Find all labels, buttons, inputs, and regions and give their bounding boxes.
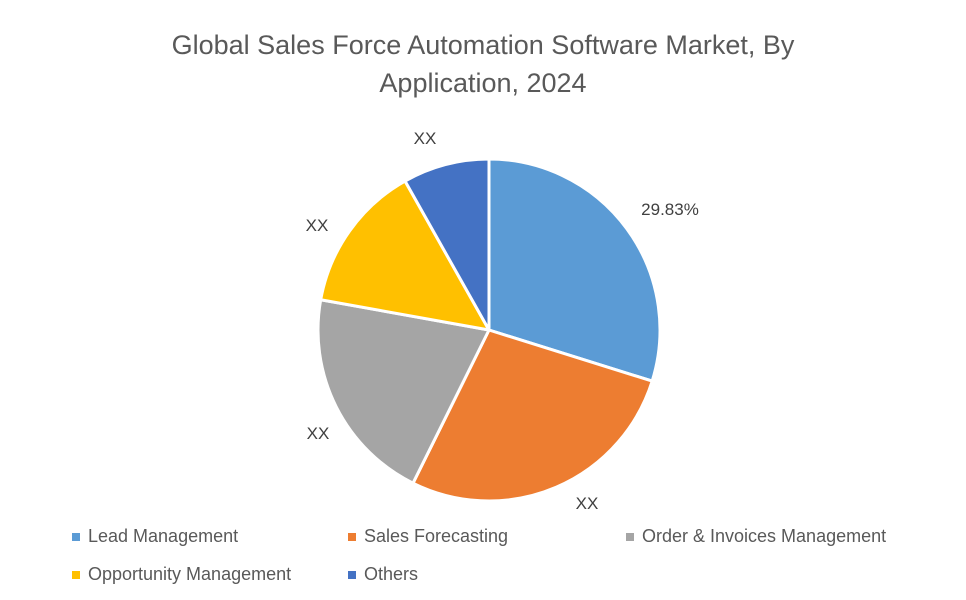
pie-slice-sales-forecasting — [411, 328, 654, 503]
chart-title-line-1: Global Sales Force Automation Software M… — [171, 30, 795, 60]
pie-slice-lead-management — [487, 157, 662, 383]
data-label-opportunity-management: XX — [306, 216, 329, 235]
pie-slice-order-invoices-management — [316, 298, 491, 485]
chart-title-line-2: Application, 2024 — [379, 68, 587, 98]
chart-title: Global Sales Force Automation Software M… — [0, 26, 966, 102]
data-label-lead-management: 29.83% — [641, 200, 699, 219]
pie-slice-others — [403, 157, 491, 332]
pie-slice-opportunity-management — [319, 179, 491, 332]
data-label-sales-forecasting: XX — [576, 494, 599, 513]
data-label-others: XX — [414, 129, 437, 148]
data-label-order-invoices-management: XX — [307, 424, 330, 443]
